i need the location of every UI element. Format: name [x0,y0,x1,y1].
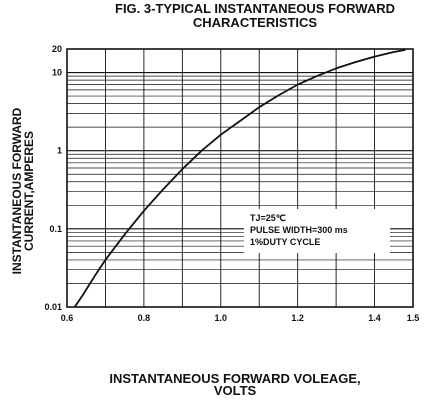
y-tick-label: 0.1 [49,224,62,234]
chart-title: FIG. 3-TYPICAL INSTANTANEOUS FORWARD CHA… [80,2,430,30]
chart-title-line2: CHARACTERISTICS [192,15,318,30]
x-axis-label: INSTANTANEOUS FORWARD VOLEAGE, VOLTS [40,371,430,398]
forward-characteristic-curve [73,49,406,308]
x-tick-label: 1.0 [215,313,228,323]
x-tick-label: 0.6 [61,313,74,323]
legend-line-duty: 1%DUTY CYCLE [250,237,320,247]
x-tick-label: 0.8 [138,313,151,323]
y-tick-label: 10 [52,68,62,78]
x-tick-label: 1.4 [368,313,381,323]
chart-grid [67,49,413,307]
legend-box: TJ=25℃ PULSE WIDTH=300 ms 1%DUTY CYCLE [244,209,390,253]
plot-frame [66,48,414,308]
legend-background [244,209,390,253]
x-axis-label-line1: INSTANTANEOUS FORWARD VOLEAGE, [109,371,361,386]
y-tick-label: 1 [57,146,62,156]
y-tick-label: 0.01 [44,302,62,312]
chart-title-line1: FIG. 3-TYPICAL INSTANTANEOUS FORWARD [115,2,395,16]
x-tick-label: 1.2 [291,313,304,323]
legend-line-pulse: PULSE WIDTH=300 ms [250,225,348,235]
legend-line-tj: TJ=25℃ [250,213,286,223]
x-axis-label-line2: VOLTS [213,383,257,398]
y-tick-label: 20 [52,44,62,54]
x-tick-label: 1.5 [407,313,420,323]
